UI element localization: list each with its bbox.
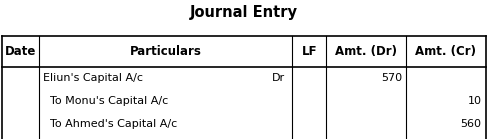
Text: 560: 560 xyxy=(461,119,482,129)
Text: Date: Date xyxy=(5,45,36,58)
Text: Journal Entry: Journal Entry xyxy=(190,5,298,20)
Text: 10: 10 xyxy=(468,96,482,106)
Text: 570: 570 xyxy=(381,73,402,83)
Text: Eliun's Capital A/c: Eliun's Capital A/c xyxy=(42,73,142,83)
Text: Particulars: Particulars xyxy=(129,45,202,58)
Text: To Monu's Capital A/c: To Monu's Capital A/c xyxy=(42,96,168,106)
Text: LF: LF xyxy=(302,45,317,58)
Text: Dr: Dr xyxy=(271,73,285,83)
Text: To Ahmed's Capital A/c: To Ahmed's Capital A/c xyxy=(42,119,177,129)
Text: Amt. (Dr): Amt. (Dr) xyxy=(335,45,397,58)
Text: Amt. (Cr): Amt. (Cr) xyxy=(415,45,476,58)
